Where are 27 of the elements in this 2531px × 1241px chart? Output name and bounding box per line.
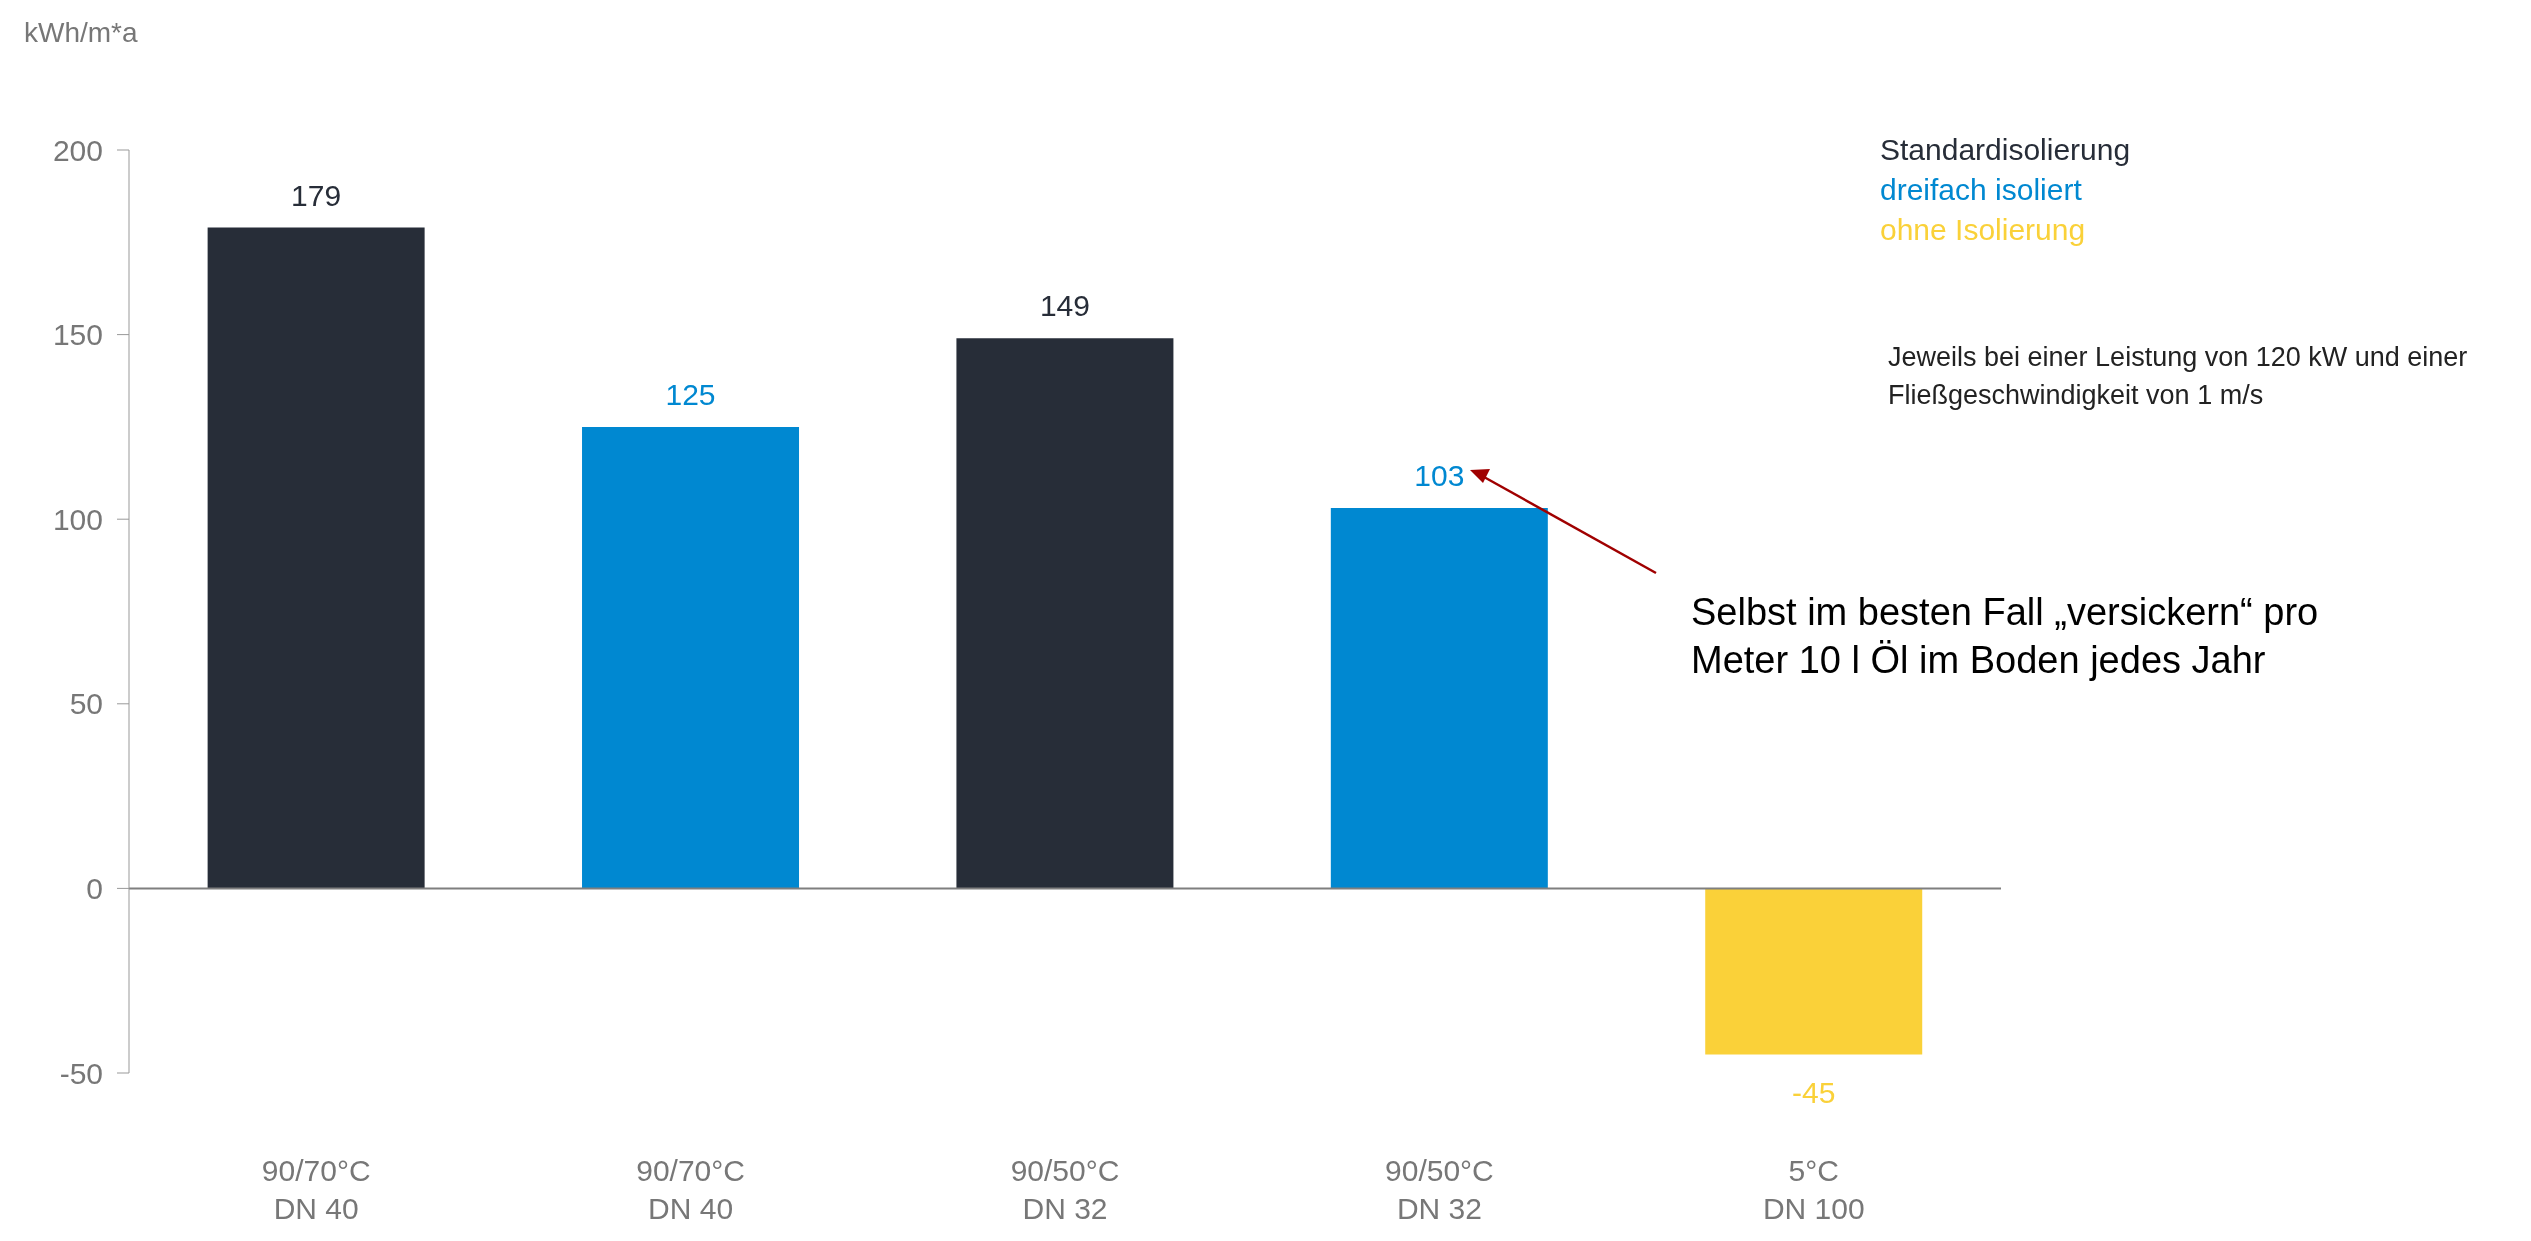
data-label: 103 [1414, 459, 1465, 493]
x-tick-label: 90/70°C DN 40 [261, 1154, 371, 1225]
bar [207, 227, 425, 889]
y-tick-label: 100 [52, 502, 103, 536]
y-tick-label: 50 [69, 687, 103, 721]
data-label: 179 [291, 178, 342, 212]
data-label: 125 [665, 377, 716, 411]
data-label: 149 [1039, 289, 1090, 323]
bar [956, 338, 1174, 889]
y-tick-label: 200 [52, 133, 103, 167]
y-tick-label: 0 [86, 872, 103, 906]
annotation: Selbst im besten Fall „versickern“ pro Meter 10 l Öl im Boden jedes Jahr [1691, 590, 2320, 683]
bar [1705, 888, 1923, 1055]
text: dreifach isoliert [1880, 172, 2083, 208]
x-tick-label: 90/70°C DN 40 [636, 1154, 745, 1225]
y-tick-label: -50 [59, 1056, 103, 1090]
data-label: -45 [1792, 1075, 1836, 1109]
x-tick-label: 90/50°C DN 32 [1385, 1154, 1494, 1225]
y-axis-title: kWh/m*a [24, 16, 138, 50]
text: ohne Isolierung [1880, 212, 2087, 248]
x-tick-label: 5°C DN 100 [1762, 1154, 1865, 1225]
y-tick-label: 150 [52, 318, 103, 352]
annotation: Jeweils bei einer Leistung von 120 kW und einer Fließgeschwindigkeit von 1 m/s [1888, 341, 2469, 412]
x-tick-label: 90/50°C DN 32 [1010, 1154, 1120, 1225]
text: Standardisolierung [1880, 132, 2131, 168]
bar [1330, 508, 1548, 889]
bar [582, 426, 800, 889]
